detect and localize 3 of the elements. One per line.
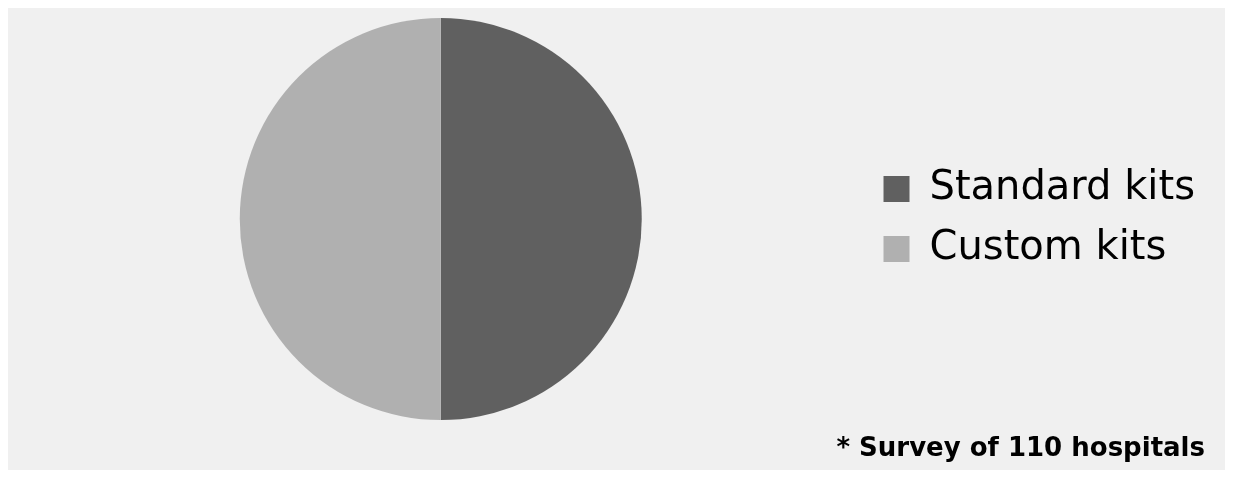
legend-label: Custom kits bbox=[929, 222, 1167, 269]
text: * Survey of 110 hospitals bbox=[836, 431, 1205, 462]
legend-label: Standard kits bbox=[929, 162, 1196, 209]
